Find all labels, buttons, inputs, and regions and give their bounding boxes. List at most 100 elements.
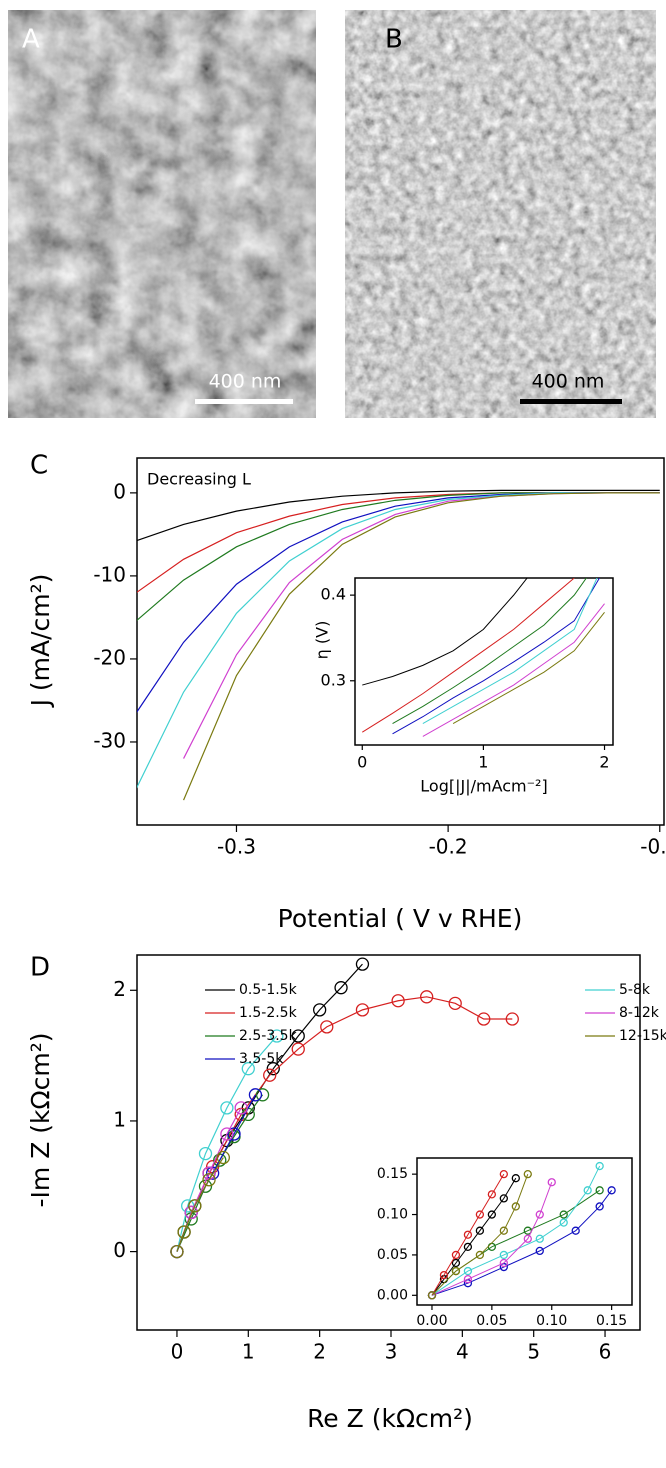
data-point <box>184 1205 198 1220</box>
x-tick-label: -0.3 <box>217 835 256 859</box>
data-point <box>499 1226 508 1235</box>
series-line <box>431 1165 601 1296</box>
series-line <box>392 578 587 725</box>
series-line <box>362 578 575 733</box>
data-point <box>270 1029 284 1043</box>
legend-label: 1.5-2.5k <box>239 1005 298 1021</box>
panel-label: B <box>385 25 403 55</box>
sem-image-a <box>8 10 316 418</box>
y-axis-label: J (mA/cm²) <box>26 574 55 709</box>
data-point <box>499 1250 508 1260</box>
legend-label: 5-8k <box>619 982 651 998</box>
annotation: Decreasing L <box>147 470 251 489</box>
series-line <box>362 578 528 686</box>
plot-area <box>427 1161 616 1300</box>
legend-label: 8-12k <box>619 1005 660 1021</box>
data-point <box>559 1210 568 1219</box>
y-tick-label: -10 <box>93 562 126 586</box>
scale-bar <box>195 399 293 404</box>
data-point <box>499 1170 508 1179</box>
legend-label: 0.5-1.5k <box>239 982 298 998</box>
y-tick-label: 1 <box>113 1107 126 1131</box>
x-axis-label: Re Z (kΩcm²) <box>307 1404 473 1433</box>
x-tick-label: 2 <box>313 1340 326 1364</box>
scale-bar-label: 400 nm <box>209 371 282 393</box>
series-line <box>422 578 598 725</box>
data-point <box>188 1199 202 1213</box>
y-tick-label: 0 <box>113 479 126 503</box>
data-point <box>202 1173 216 1187</box>
data-point <box>475 1250 485 1260</box>
y-axis-label: η (V) <box>313 621 332 660</box>
data-point <box>523 1234 532 1243</box>
data-point <box>487 1210 497 1219</box>
y-tick-label: 0.3 <box>321 670 346 689</box>
data-point <box>477 1012 491 1026</box>
data-point <box>595 1202 604 1211</box>
data-point <box>571 1226 580 1235</box>
data-point <box>559 1218 568 1227</box>
series-line <box>392 578 601 735</box>
x-axis-label: Log[|J|/mAcm⁻²] <box>420 777 547 796</box>
panel-label: D <box>30 953 50 983</box>
x-tick-label: -0.2 <box>429 835 468 859</box>
data-point <box>291 1029 305 1043</box>
x-tick-label: -0.1 <box>640 835 666 859</box>
panel-label: A <box>22 25 40 55</box>
plot-frame <box>354 577 614 746</box>
data-point <box>198 1146 213 1161</box>
x-axis-label: Potential ( V v RHE) <box>278 904 523 933</box>
data-point <box>511 1202 520 1211</box>
data-point <box>499 1258 508 1268</box>
data-point <box>463 1275 473 1284</box>
data-point <box>607 1186 616 1195</box>
plot-area <box>170 957 519 1259</box>
data-point <box>499 1194 508 1203</box>
x-tick-label: 1 <box>242 1340 255 1364</box>
data-point <box>547 1178 556 1187</box>
data-point <box>170 1244 184 1259</box>
x-tick-label: 6 <box>599 1340 612 1364</box>
series-line <box>137 489 660 542</box>
series-line <box>431 1173 505 1296</box>
x-tick-label: 3 <box>385 1340 398 1364</box>
data-point <box>448 996 462 1010</box>
data-point <box>505 1012 519 1026</box>
x-tick-label: 0.15 <box>596 1313 627 1329</box>
scale-bar <box>520 399 622 404</box>
data-point <box>451 1266 461 1276</box>
data-point <box>463 1266 473 1276</box>
data-point <box>475 1226 485 1235</box>
panel-label: C <box>30 451 48 481</box>
data-point <box>355 1003 370 1017</box>
data-point <box>291 1042 305 1056</box>
sem-image-b <box>345 10 656 418</box>
data-point <box>439 1270 449 1280</box>
y-tick-label: 0.00 <box>377 1287 408 1303</box>
data-point <box>213 1153 227 1167</box>
scale-bar-label: 400 nm <box>532 371 605 393</box>
data-point <box>355 957 370 971</box>
data-point <box>312 1003 327 1017</box>
x-tick-label: 0.10 <box>536 1313 567 1329</box>
data-point <box>320 1020 334 1034</box>
series-line <box>183 492 660 801</box>
data-point <box>234 1101 248 1115</box>
data-point <box>535 1246 544 1256</box>
x-tick-label: 0 <box>171 1340 184 1364</box>
y-tick-label: 0 <box>113 1238 126 1262</box>
plot-area <box>362 578 605 737</box>
y-tick-label: 0.05 <box>377 1247 408 1263</box>
data-point <box>255 1088 270 1102</box>
data-point <box>535 1234 544 1243</box>
plot-area <box>137 489 660 801</box>
series-line <box>431 1182 553 1296</box>
data-point <box>451 1258 461 1268</box>
data-point <box>241 1062 255 1076</box>
data-point <box>334 981 348 995</box>
y-axis-label: -Im Z (kΩcm²) <box>26 1033 55 1208</box>
data-point <box>216 1150 230 1165</box>
x-tick-label: 1 <box>478 752 488 771</box>
data-point <box>263 1068 277 1082</box>
